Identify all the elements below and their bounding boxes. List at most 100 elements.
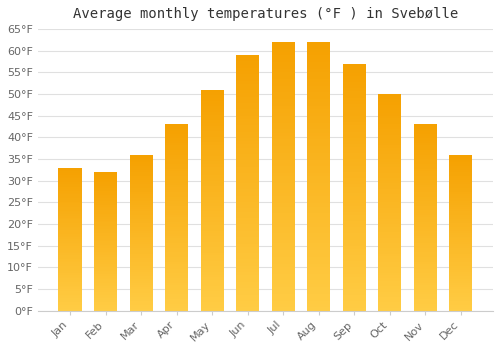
Bar [94,189,117,191]
Bar [450,301,472,303]
Bar [378,208,402,210]
Bar [414,148,437,150]
Bar [272,206,294,210]
Bar [414,138,437,141]
Bar [58,255,82,257]
Bar [165,150,188,152]
Bar [165,124,188,127]
Bar [414,150,437,152]
Bar [378,213,402,216]
Bar [378,170,402,173]
Bar [200,128,224,131]
Bar [236,275,259,279]
Bar [94,286,117,288]
Bar [378,257,402,259]
Bar [58,270,82,271]
Bar [200,294,224,297]
Bar [236,183,259,186]
Bar [378,186,402,189]
Bar [200,126,224,128]
Bar [236,253,259,256]
Bar [272,196,294,200]
Bar [200,231,224,233]
Bar [378,224,402,227]
Bar [378,175,402,178]
Bar [94,234,117,236]
Bar [272,92,294,96]
Bar [307,76,330,79]
Bar [414,231,437,234]
Bar [450,213,472,215]
Bar [272,56,294,59]
Bar [58,289,82,291]
Bar [130,303,152,305]
Bar [272,62,294,65]
Bar [236,304,259,307]
Bar [94,238,117,239]
Bar [378,238,402,240]
Bar [307,233,330,237]
Bar [58,205,82,207]
Bar [94,297,117,299]
Bar [94,262,117,264]
Bar [130,176,152,178]
Bar [200,250,224,253]
Bar [236,113,259,116]
Bar [307,307,330,310]
Bar [307,173,330,176]
Bar [130,211,152,213]
Bar [200,239,224,241]
Bar [414,185,437,187]
Bar [414,159,437,162]
Bar [165,152,188,155]
Bar [414,303,437,306]
Bar [342,203,366,206]
Bar [272,297,294,301]
Bar [200,192,224,195]
Bar [58,303,82,305]
Bar [272,153,294,156]
Bar [378,154,402,156]
Bar [165,180,188,183]
Bar [200,241,224,244]
Bar [58,221,82,223]
Bar [165,143,188,145]
Bar [378,297,402,300]
Bar [414,229,437,231]
Bar [342,267,366,271]
Bar [236,141,259,145]
Bar [450,215,472,217]
Bar [200,253,224,256]
Bar [130,205,152,207]
Bar [58,253,82,255]
Bar [130,279,152,281]
Bar [130,170,152,172]
Bar [342,243,366,246]
Bar [450,159,472,161]
Bar [165,280,188,283]
Bar [200,269,224,272]
Bar [200,106,224,109]
Bar [450,209,472,211]
Bar [130,278,152,279]
Bar [165,155,188,157]
Bar [450,176,472,178]
Bar [130,182,152,184]
Bar [165,194,188,196]
Bar [94,248,117,250]
Bar [272,294,294,297]
Bar [200,209,224,211]
Bar [307,153,330,156]
Bar [94,226,117,228]
Bar [414,245,437,248]
Bar [165,224,188,227]
Bar [236,228,259,231]
Bar [450,225,472,227]
Bar [414,259,437,262]
Bar [165,141,188,143]
Bar [165,238,188,241]
Bar [200,101,224,104]
Bar [236,90,259,93]
Bar [94,208,117,210]
Bar [342,122,366,125]
